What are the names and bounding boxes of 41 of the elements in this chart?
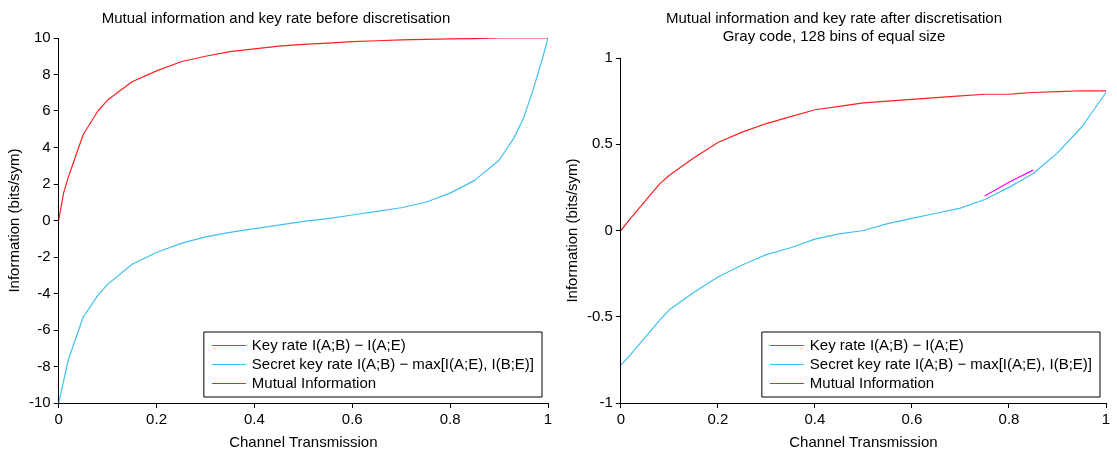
x-tick-label: 0.2 <box>707 410 729 428</box>
legend-label: Key rate I(A;B) − I(A;E) <box>809 335 964 353</box>
x-tick-label: 0.6 <box>901 410 923 428</box>
y-tick-label: 6 <box>42 101 51 119</box>
y-tick-label: -10 <box>28 393 51 411</box>
x-tick-label: 0.4 <box>243 410 265 428</box>
chart-title: Mutual information and key rate after discretisation <box>666 9 1002 27</box>
x-tick-label: 0 <box>54 410 63 428</box>
legend-label: Secret key rate I(A;B) − max[I(A;E), I(B;E)] <box>251 354 535 372</box>
y-tick-label: 0 <box>42 210 51 228</box>
y-tick-label: 0.5 <box>591 134 613 152</box>
x-tick-label: 0 <box>616 410 626 428</box>
y-tick-label: -0.5 <box>586 306 613 324</box>
chart-title: Mutual information and key rate before discretisation <box>101 9 451 27</box>
x-axis-title: Channel Transmission <box>229 433 378 451</box>
chart-subtitle: Gray code, 128 bins of equal size <box>722 27 946 45</box>
y-tick-label: 10 <box>33 28 51 46</box>
y-axis-title: Information (bits/sym) <box>563 158 581 303</box>
legend-label: Key rate I(A;B) − I(A;E) <box>251 335 406 353</box>
y-tick-label: 2 <box>42 174 51 192</box>
x-tick-label: 0.6 <box>341 410 363 428</box>
legend-label: Secret key rate I(A;B) − max[I(A;E), I(B;E)] <box>809 354 1093 372</box>
x-tick-label: 1 <box>1101 410 1111 428</box>
y-tick-label: 4 <box>42 137 51 155</box>
y-tick-label: -2 <box>37 247 51 265</box>
y-tick-label: -4 <box>37 283 51 301</box>
x-axis-title: Channel Transmission <box>789 433 938 451</box>
x-tick-label: 0.8 <box>439 410 461 428</box>
y-tick-label: -8 <box>37 356 51 374</box>
y-tick-label: 0 <box>604 220 613 238</box>
x-tick-label: 0.8 <box>998 410 1020 428</box>
x-tick-label: 0.2 <box>146 410 167 428</box>
x-tick-label: 0.4 <box>804 410 826 428</box>
y-tick-label: 8 <box>42 64 51 82</box>
x-tick-label: 1 <box>543 410 553 428</box>
y-tick-label: 1 <box>604 48 613 66</box>
y-axis-title: Information (bits/sym) <box>5 148 23 293</box>
y-tick-label: -6 <box>37 320 51 338</box>
legend-label: Mutual Information <box>809 373 935 391</box>
legend-label: Mutual Information <box>251 373 377 391</box>
y-tick-label: -1 <box>599 393 613 411</box>
